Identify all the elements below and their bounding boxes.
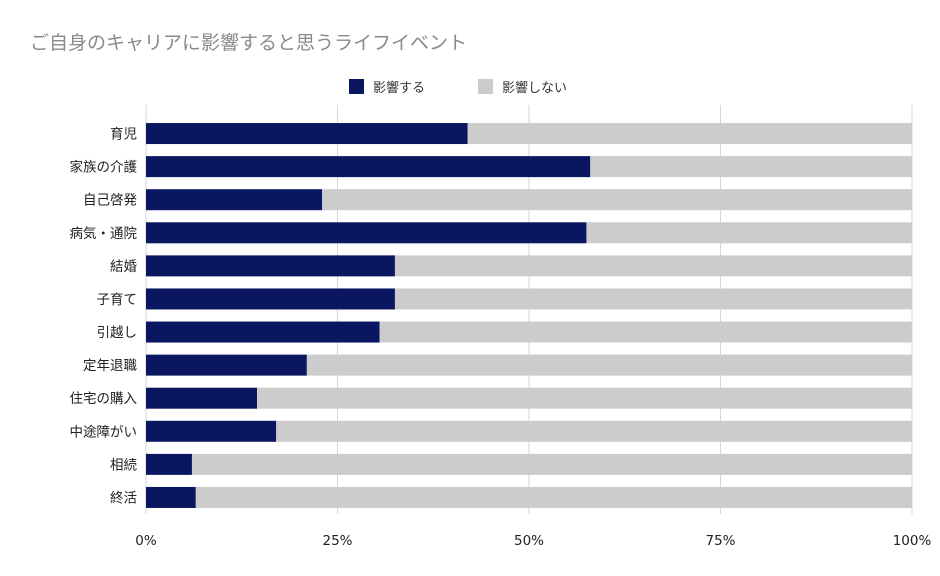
x-tick-label: 25% bbox=[322, 533, 352, 549]
bar-segment bbox=[306, 354, 912, 376]
bar-segment bbox=[257, 387, 912, 409]
category-label: 自己啓発 bbox=[83, 193, 137, 209]
bar-segment bbox=[146, 288, 395, 310]
category-label: 育児 bbox=[110, 127, 137, 143]
chart-title: ご自身のキャリアに影響すると思うライフイベント bbox=[30, 32, 467, 54]
bar-segment bbox=[146, 189, 323, 211]
bar-segment bbox=[322, 189, 912, 211]
bar-segment bbox=[191, 453, 912, 475]
category-label: 終活 bbox=[110, 490, 137, 506]
bar-segment bbox=[146, 156, 591, 178]
category-label: 家族の介護 bbox=[70, 159, 138, 176]
bar-segment bbox=[379, 321, 912, 343]
bar-segment bbox=[146, 486, 196, 508]
bar-segment bbox=[146, 387, 258, 409]
legend-label: 影響しない bbox=[502, 80, 567, 96]
bar-segment bbox=[146, 453, 192, 475]
x-axis-tick-labels: 0% 25% 50% 75% 100% bbox=[135, 533, 931, 549]
category-label: 結婚 bbox=[110, 259, 137, 275]
x-tick-label: 0% bbox=[135, 533, 157, 549]
category-label: 定年退職 bbox=[83, 358, 137, 374]
bar-segment bbox=[146, 123, 468, 145]
legend-label: 影響する bbox=[373, 80, 425, 96]
bars bbox=[146, 123, 913, 508]
bar-segment bbox=[146, 255, 395, 277]
bar-segment bbox=[394, 255, 912, 277]
bar-segment bbox=[394, 288, 912, 310]
bar-segment bbox=[586, 222, 912, 244]
category-label: 住宅の購入 bbox=[70, 391, 138, 407]
legend-swatch bbox=[478, 79, 493, 94]
category-label: 相続 bbox=[110, 457, 137, 473]
bar-segment bbox=[146, 354, 307, 376]
bar-segment bbox=[467, 123, 912, 145]
x-tick-label: 100% bbox=[893, 533, 932, 549]
category-labels: 育児家族の介護自己啓発病気・通院結婚子育て引越し定年退職住宅の購入中途障がい相続… bbox=[70, 127, 138, 507]
category-label: 病気・通院 bbox=[70, 226, 138, 242]
bar-segment bbox=[276, 420, 913, 442]
bar-segment bbox=[590, 156, 912, 178]
x-tick-label: 75% bbox=[705, 533, 735, 549]
chart-legend: 影響する 影響しない bbox=[349, 79, 567, 96]
category-label: 子育て bbox=[97, 292, 138, 308]
bar-segment bbox=[195, 486, 913, 508]
legend-swatch bbox=[349, 79, 364, 94]
bar-segment bbox=[146, 321, 380, 343]
category-label: 中途障がい bbox=[70, 423, 138, 440]
bar-segment bbox=[146, 222, 587, 244]
x-tick-label: 50% bbox=[514, 533, 544, 549]
bar-segment bbox=[146, 420, 277, 442]
category-label: 引越し bbox=[97, 325, 138, 341]
